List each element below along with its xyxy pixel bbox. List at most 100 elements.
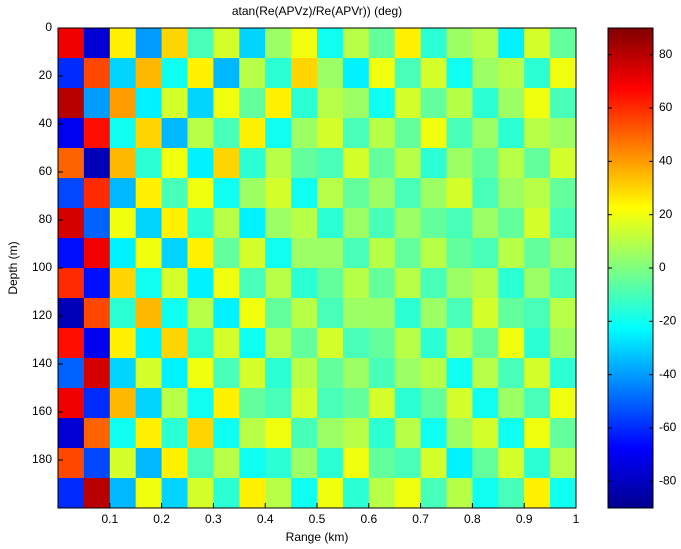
heatmap-cell bbox=[109, 88, 137, 119]
heatmap-cell bbox=[213, 478, 240, 509]
heatmap-cell bbox=[161, 28, 188, 59]
heatmap-cell bbox=[342, 58, 370, 89]
heatmap-cell bbox=[550, 118, 577, 149]
heatmap-cell bbox=[317, 358, 344, 389]
heatmap-cell bbox=[265, 298, 292, 329]
heatmap-cell bbox=[446, 328, 473, 359]
heatmap-cell bbox=[342, 208, 370, 239]
heatmap-cell bbox=[291, 418, 318, 449]
heatmap-cell bbox=[498, 478, 525, 509]
heatmap-cell bbox=[58, 478, 85, 509]
heatmap-cell bbox=[498, 418, 525, 449]
heatmap-cell bbox=[265, 418, 292, 449]
heatmap-cell bbox=[472, 448, 499, 479]
heatmap-cell bbox=[291, 358, 318, 389]
heatmap-cell bbox=[83, 88, 111, 119]
heatmap-cell bbox=[550, 208, 577, 239]
heatmap-cell bbox=[524, 178, 551, 209]
heatmap-cell bbox=[342, 388, 370, 419]
heatmap-cell bbox=[135, 268, 163, 299]
heatmap-cell bbox=[291, 178, 318, 209]
heatmap-cell bbox=[420, 58, 447, 89]
heatmap-cell bbox=[135, 58, 163, 89]
heatmap-cell bbox=[472, 298, 499, 329]
heatmap-cell bbox=[109, 268, 137, 299]
heatmap-cell bbox=[213, 388, 240, 419]
heatmap-cell bbox=[317, 268, 344, 299]
heatmap-cell bbox=[420, 88, 447, 119]
heatmap-cell bbox=[135, 328, 163, 359]
heatmap-cell bbox=[83, 238, 111, 269]
y-tick-label: 100 bbox=[32, 260, 52, 274]
heatmap-cell bbox=[342, 328, 370, 359]
colorbar-tick-label: -20 bbox=[659, 314, 677, 328]
heatmap-cell bbox=[239, 88, 266, 119]
heatmap-cell bbox=[239, 328, 266, 359]
heatmap-cell bbox=[239, 208, 266, 239]
heatmap-cell bbox=[187, 58, 214, 89]
heatmap-cell bbox=[265, 118, 292, 149]
heatmap-cell bbox=[524, 358, 551, 389]
heatmap-cell bbox=[342, 118, 370, 149]
heatmap-cell bbox=[472, 88, 499, 119]
heatmap-cell bbox=[135, 448, 163, 479]
heatmap-cell bbox=[83, 28, 111, 59]
heatmap-cell bbox=[291, 118, 318, 149]
heatmap-cell bbox=[83, 388, 111, 419]
heatmap-cell bbox=[291, 448, 318, 479]
heatmap-cell bbox=[135, 208, 163, 239]
x-tick-label: 0.1 bbox=[101, 512, 118, 526]
heatmap-cell bbox=[187, 88, 214, 119]
heatmap-cell bbox=[498, 238, 525, 269]
heatmap-cell bbox=[239, 148, 266, 179]
heatmap-cell bbox=[187, 478, 214, 509]
heatmap-cell bbox=[161, 358, 188, 389]
heatmap-cell bbox=[420, 418, 447, 449]
heatmap-cell bbox=[342, 448, 370, 479]
heatmap-cell bbox=[524, 478, 551, 509]
heatmap-cell bbox=[187, 268, 214, 299]
heatmap-cell bbox=[161, 88, 188, 119]
heatmap-cell bbox=[213, 148, 240, 179]
heatmap-cell bbox=[135, 88, 163, 119]
heatmap-cell bbox=[368, 148, 396, 179]
x-tick-label: 0.8 bbox=[464, 512, 481, 526]
heatmap-cell bbox=[58, 358, 85, 389]
heatmap-cell bbox=[446, 238, 473, 269]
heatmap-cell bbox=[368, 448, 396, 479]
heatmap-cell bbox=[472, 328, 499, 359]
heatmap-cell bbox=[368, 118, 396, 149]
heatmap-cell bbox=[472, 178, 499, 209]
heatmap-cell bbox=[446, 58, 473, 89]
heatmap-cell bbox=[446, 88, 473, 119]
heatmap-cell bbox=[368, 268, 396, 299]
y-tick-label: 0 bbox=[45, 20, 52, 34]
y-tick-label: 120 bbox=[32, 308, 52, 322]
heatmap-cell bbox=[524, 148, 551, 179]
heatmap-cell bbox=[213, 358, 240, 389]
heatmap-cell bbox=[446, 268, 473, 299]
heatmap-cell bbox=[498, 118, 525, 149]
heatmap-cell bbox=[420, 478, 447, 509]
heatmap-cell bbox=[161, 178, 188, 209]
heatmap-cell bbox=[58, 328, 85, 359]
x-tick-label: 0.6 bbox=[360, 512, 377, 526]
heatmap-cell bbox=[239, 58, 266, 89]
heatmap-cell bbox=[368, 328, 396, 359]
heatmap-cell bbox=[498, 298, 525, 329]
heatmap-cell bbox=[394, 478, 422, 509]
heatmap-cell bbox=[446, 148, 473, 179]
colorbar-tick-label: 20 bbox=[659, 207, 673, 221]
heatmap-cell bbox=[135, 28, 163, 59]
x-tick-label: 0.3 bbox=[205, 512, 222, 526]
heatmap-cell bbox=[291, 58, 318, 89]
x-tick-label: 1 bbox=[573, 512, 580, 526]
heatmap-cell bbox=[498, 358, 525, 389]
heatmap-cell bbox=[213, 238, 240, 269]
colorbar-tick-label: -80 bbox=[659, 474, 677, 488]
heatmap-cell bbox=[317, 148, 344, 179]
heatmap-cell bbox=[498, 268, 525, 299]
heatmap-cell bbox=[317, 328, 344, 359]
heatmap-cell bbox=[83, 148, 111, 179]
heatmap-cell bbox=[498, 88, 525, 119]
